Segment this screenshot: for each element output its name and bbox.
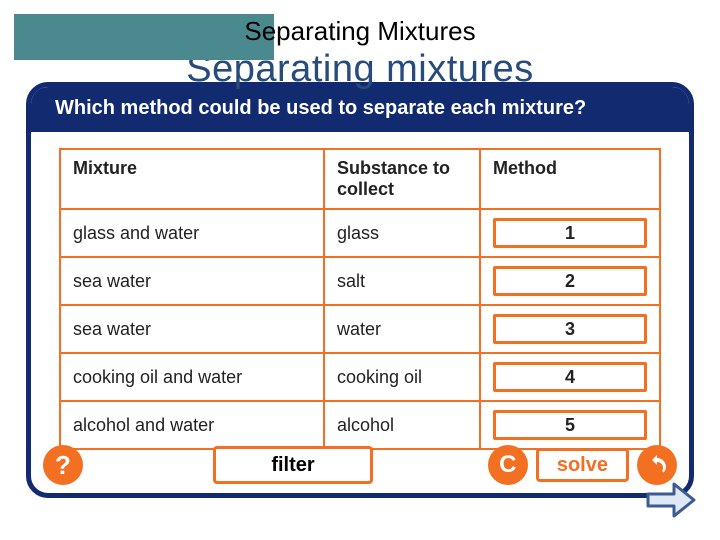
cell-collect: water	[324, 305, 480, 353]
help-icon: ?	[55, 450, 71, 481]
cell-mixture: glass and water	[60, 209, 324, 257]
activity-panel: Which method could be used to separate e…	[26, 82, 694, 498]
cell-method[interactable]: 1	[480, 209, 660, 257]
undo-icon	[645, 453, 669, 477]
next-arrow-button[interactable]	[644, 480, 698, 520]
col-header-method: Method	[480, 149, 660, 209]
question-text: Which method could be used to separate e…	[31, 87, 689, 132]
cell-method[interactable]: 4	[480, 353, 660, 401]
cell-mixture: cooking oil and water	[60, 353, 324, 401]
method-slot[interactable]: 3	[493, 314, 647, 344]
clear-button[interactable]: C	[488, 445, 528, 485]
col-header-collect: Substance to collect	[324, 149, 480, 209]
method-slot[interactable]: 5	[493, 410, 647, 440]
table-container: Mixture Substance to collect Method glas…	[31, 132, 689, 450]
table-row: cooking oil and water cooking oil 4	[60, 353, 660, 401]
cell-method[interactable]: 2	[480, 257, 660, 305]
cell-mixture: sea water	[60, 257, 324, 305]
cell-collect: glass	[324, 209, 480, 257]
method-slot[interactable]: 4	[493, 362, 647, 392]
clear-icon: C	[499, 451, 516, 479]
panel-footer: ? filter C solve	[31, 437, 689, 493]
right-controls: C solve	[488, 445, 677, 485]
col-header-mixture: Mixture	[60, 149, 324, 209]
solve-button[interactable]: solve	[536, 448, 629, 482]
table-row: glass and water glass 1	[60, 209, 660, 257]
table-header-row: Mixture Substance to collect Method	[60, 149, 660, 209]
table-row: sea water water 3	[60, 305, 660, 353]
help-button[interactable]: ?	[43, 445, 83, 485]
undo-button[interactable]	[637, 445, 677, 485]
cell-method[interactable]: 3	[480, 305, 660, 353]
table-row: sea water salt 2	[60, 257, 660, 305]
cell-collect: salt	[324, 257, 480, 305]
page-title: Separating Mixtures	[0, 16, 720, 47]
arrow-right-icon	[644, 480, 698, 520]
cell-mixture: sea water	[60, 305, 324, 353]
method-slot[interactable]: 2	[493, 266, 647, 296]
draggable-chip-filter[interactable]: filter	[213, 446, 373, 484]
cell-collect: cooking oil	[324, 353, 480, 401]
mixtures-table: Mixture Substance to collect Method glas…	[59, 148, 661, 450]
method-slot[interactable]: 1	[493, 218, 647, 248]
